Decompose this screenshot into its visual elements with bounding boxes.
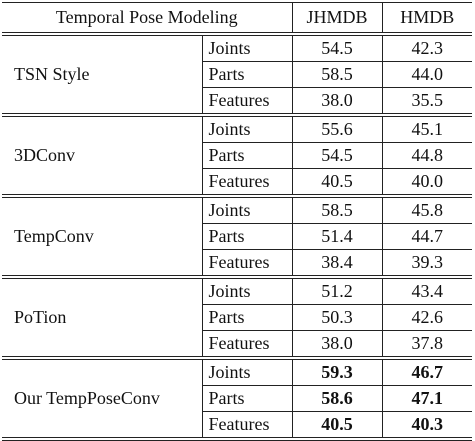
- method-group: Our TempPoseConv Joints 59.3 46.7 Parts 58.6 4…: [2, 357, 472, 439]
- jhmdb-value: 58.6: [292, 385, 383, 412]
- jhmdb-value: 40.5: [292, 411, 383, 439]
- jhmdb-value: 51.4: [292, 223, 383, 250]
- representation-cell: Parts: [202, 142, 293, 169]
- jhmdb-value: 58.5: [292, 195, 383, 224]
- jhmdb-value: 38.4: [292, 249, 383, 277]
- hmdb-value: 35.5: [382, 87, 472, 115]
- hmdb-value: 45.1: [382, 114, 472, 143]
- representation-cell: Features: [202, 168, 293, 196]
- hmdb-value: 40.3: [382, 411, 472, 439]
- method-name: TSN Style: [2, 33, 203, 115]
- hmdb-value: 43.4: [382, 276, 472, 305]
- representation-cell: Parts: [202, 304, 293, 331]
- hmdb-value: 44.7: [382, 223, 472, 250]
- table-row: Features 38.4 39.3: [2, 249, 472, 277]
- header-row: Temporal Pose Modeling JHMDB HMDB: [2, 2, 472, 35]
- header-hmdb: HMDB: [382, 2, 472, 35]
- representation-cell: Features: [202, 249, 293, 277]
- representation-cell: Parts: [202, 223, 293, 250]
- jhmdb-value: 38.0: [292, 330, 383, 358]
- jhmdb-value: 59.3: [292, 357, 383, 386]
- table-row: Features 40.5 40.0: [2, 168, 472, 196]
- table-row: Parts 54.5 44.8: [2, 142, 472, 169]
- table-row: Parts 51.4 44.7: [2, 223, 472, 250]
- jhmdb-value: 50.3: [292, 304, 383, 331]
- table-row: Features 38.0 37.8: [2, 330, 472, 358]
- hmdb-value: 39.3: [382, 249, 472, 277]
- hmdb-value: 42.6: [382, 304, 472, 331]
- header-jhmdb: JHMDB: [292, 2, 383, 35]
- method-group: PoTion Joints 51.2 43.4 Parts 50.3 42.6 Feature…: [2, 276, 472, 358]
- representation-cell: Features: [202, 411, 293, 439]
- hmdb-value: 44.8: [382, 142, 472, 169]
- representation-cell: Parts: [202, 61, 293, 88]
- table-row: Parts 50.3 42.6: [2, 304, 472, 331]
- hmdb-value: 42.3: [382, 33, 472, 62]
- table-row: PoTion Joints 51.2 43.4: [2, 276, 472, 358]
- table-row: TempConv Joints 58.5 45.8: [2, 195, 472, 277]
- jhmdb-value: 51.2: [292, 276, 383, 305]
- table-row: Features 40.5 40.3: [2, 411, 472, 439]
- table-row: Parts 58.6 47.1: [2, 385, 472, 412]
- jhmdb-value: 58.5: [292, 61, 383, 88]
- representation-cell: Features: [202, 87, 293, 115]
- representation-cell: Joints: [202, 276, 293, 305]
- hmdb-value: 47.1: [382, 385, 472, 412]
- jhmdb-value: 54.5: [292, 142, 383, 169]
- hmdb-value: 46.7: [382, 357, 472, 386]
- representation-cell: Joints: [202, 195, 293, 224]
- method-group: TSN Style Joints 54.5 42.3 Parts 58.5 44.0 Feat…: [2, 33, 472, 115]
- hmdb-value: 44.0: [382, 61, 472, 88]
- method-name: Our TempPoseConv: [2, 357, 203, 439]
- hmdb-value: 45.8: [382, 195, 472, 224]
- table-row: Features 38.0 35.5: [2, 87, 472, 115]
- jhmdb-value: 55.6: [292, 114, 383, 143]
- header-method: Temporal Pose Modeling: [2, 2, 293, 35]
- jhmdb-value: 54.5: [292, 33, 383, 62]
- representation-cell: Joints: [202, 357, 293, 386]
- method-group: TempConv Joints 58.5 45.8 Parts 51.4 44.7 Featu…: [2, 195, 472, 277]
- table-row: Our TempPoseConv Joints 59.3 46.7: [2, 357, 472, 439]
- jhmdb-value: 38.0: [292, 87, 383, 115]
- method-name: PoTion: [2, 276, 203, 358]
- table-row: TSN Style Joints 54.5 42.3: [2, 33, 472, 115]
- hmdb-value: 40.0: [382, 168, 472, 196]
- representation-cell: Joints: [202, 114, 293, 143]
- representation-cell: Joints: [202, 33, 293, 62]
- method-name: TempConv: [2, 195, 203, 277]
- representation-cell: Parts: [202, 385, 293, 412]
- hmdb-value: 37.8: [382, 330, 472, 358]
- table-row: Parts 58.5 44.0: [2, 61, 472, 88]
- method-name: 3DConv: [2, 114, 203, 196]
- table-row: 3DConv Joints 55.6 45.1: [2, 114, 472, 196]
- method-group: 3DConv Joints 55.6 45.1 Parts 54.5 44.8 Feature…: [2, 114, 472, 196]
- representation-cell: Features: [202, 330, 293, 358]
- jhmdb-value: 40.5: [292, 168, 383, 196]
